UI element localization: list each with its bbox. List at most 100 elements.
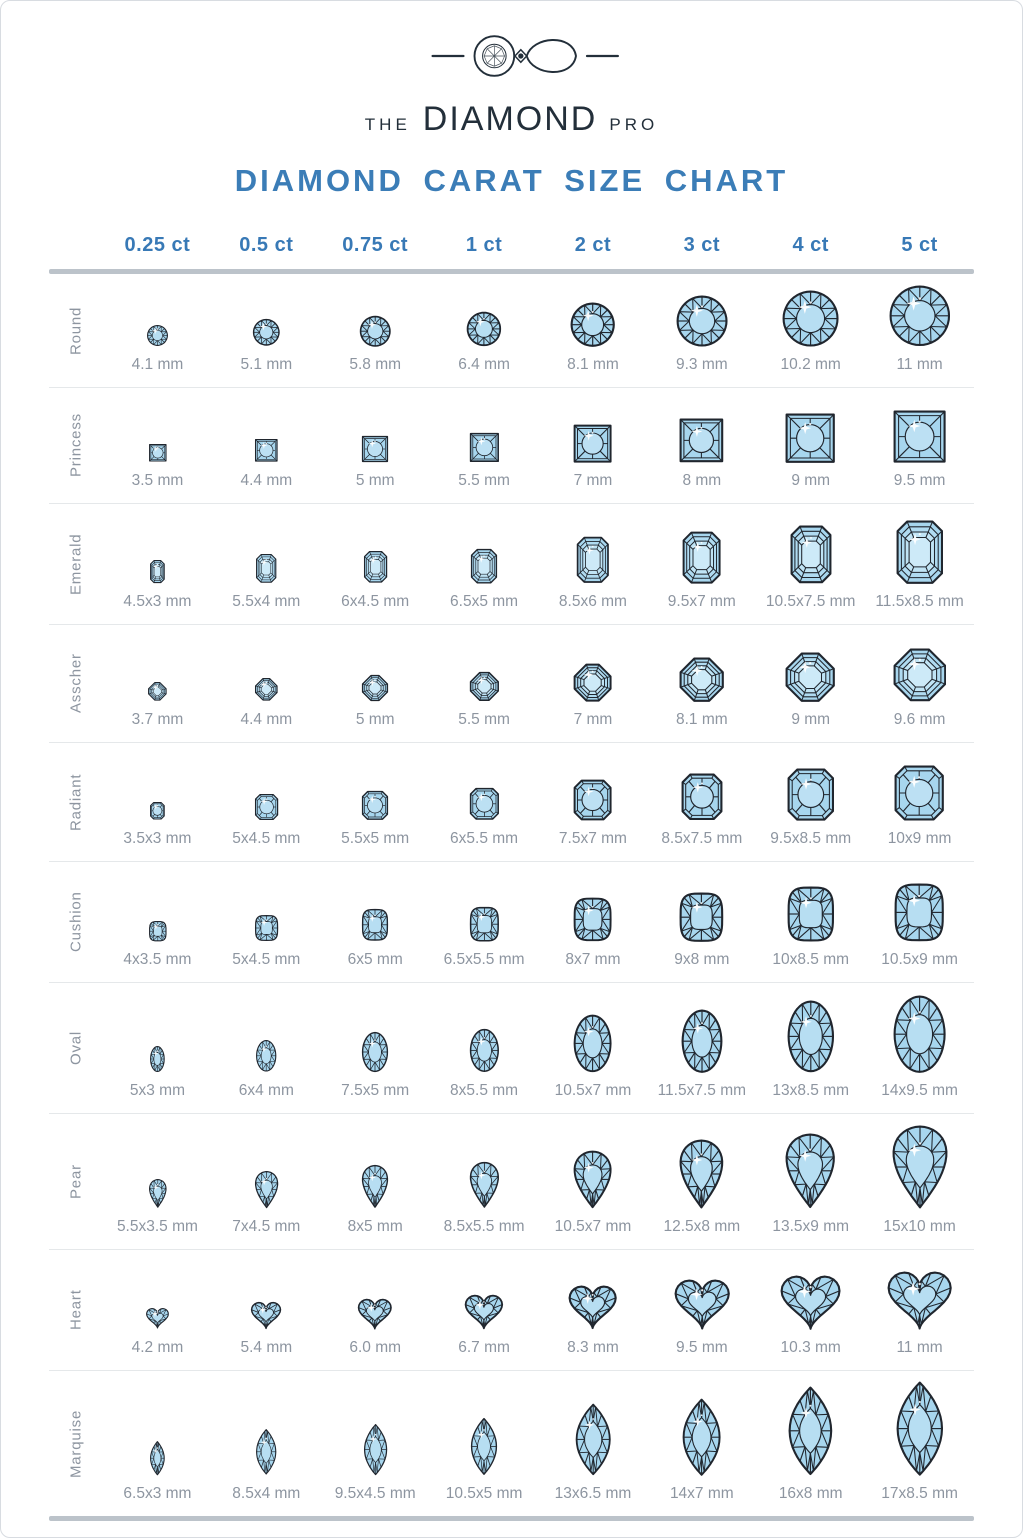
gem-cell: 7 mm [539,388,648,503]
size-label: 10.5x9 mm [881,951,958,968]
size-label: 8.1 mm [567,356,619,373]
size-label: 6.4 mm [458,356,510,373]
carat-header: 0.25 ct [124,234,191,256]
gem-cell: 4.2 mm [103,1250,212,1370]
princess-diamond-icon [362,435,389,463]
row-label-emerald: Emerald [67,533,85,595]
size-label: 8.5x6 mm [558,593,627,610]
marquise-diamond-icon [256,1429,277,1475]
table-row-pear: Pear 5.5x3.5 mm 7x4.5 mm 8x5 mm 8.5x5.5 mm 10… [49,1113,974,1249]
brand-text: THE DIAMOND PRO [1,100,1022,139]
emerald-diamond-icon [682,531,721,584]
table-row-marquise: Marquise 6.5x3 mm 8.5x4 mm 9.5x4.5 mm 10.5x5… [49,1370,974,1516]
brand-the: THE [364,115,411,134]
gem-cell: 8.1 mm [539,274,648,387]
size-label: 6.7 mm [458,1339,510,1356]
size-label: 7.5x5 mm [341,1082,410,1099]
logo-center-dot [517,53,523,59]
gem-cell: 6.0 mm [321,1250,430,1370]
size-label: 5 mm [355,711,395,728]
row-label-round: Round [67,306,85,355]
heart-diamond-icon [251,1301,282,1330]
oval-diamond-icon [787,1000,834,1073]
gem-cell: 3.5x3 mm [103,743,212,861]
round-diamond-icon [466,311,502,347]
heart-diamond-icon [780,1275,841,1330]
round-diamond-icon [570,302,616,347]
gem-cell: 6.5x5.5 mm [430,862,539,982]
pear-diamond-icon [148,1179,167,1208]
row-label-asscher: Asscher [67,653,85,714]
pear-diamond-icon [254,1170,278,1209]
gem-cell: 6.4 mm [430,274,539,387]
gem-cell: 15x10 mm [865,1114,974,1249]
radiant-diamond-icon [681,773,723,821]
size-label: 6x5 mm [347,951,403,968]
size-table: 0.25 ct 0.5 ct 0.75 ct 1 ct 2 ct 3 ct 4 ct 5 ct… [49,225,974,1521]
oval-diamond-icon [150,1046,165,1072]
size-label: 5x4.5 mm [232,830,301,847]
size-label: 5.5x4 mm [232,593,301,610]
size-label: 9.5 mm [893,472,946,489]
gem-cell: 7x4.5 mm [212,1114,321,1249]
size-label: 4.4 mm [240,472,293,489]
gem-cell: 6.5x3 mm [103,1371,212,1516]
diamond-pro-logo-icon [430,35,619,77]
size-label: 9.3 mm [675,356,728,373]
oval-diamond-icon [573,1014,612,1073]
gem-cell: 6.7 mm [430,1250,539,1370]
table-row-oval: Oval 5x3 mm 6x4 mm 7.5x5 mm 8x5.5 mm 10.5x7 m… [49,982,974,1113]
radiant-diamond-icon [362,791,389,821]
size-label: 7x4.5 mm [232,1218,301,1235]
gem-cell: 8x5.5 mm [430,983,539,1113]
gem-cell: 9.5x7 mm [647,504,756,624]
pear-diamond-icon [573,1150,612,1209]
size-label: 5.1 mm [240,356,293,373]
size-label: 6x5.5 mm [450,830,519,847]
size-label: 6.5x3 mm [123,1485,192,1502]
round-diamond-icon [359,315,391,347]
marquise-diamond-icon [150,1440,165,1475]
gem-cell: 3.5 mm [103,388,212,503]
carat-header-row: 0.25 ct 0.5 ct 0.75 ct 1 ct 2 ct 3 ct 4 ct 5 ct [49,225,974,257]
gem-cell: 11.5x8.5 mm [865,504,974,624]
oval-diamond-icon [256,1040,277,1072]
size-label: 11 mm [896,1339,943,1356]
gem-cell: 10.5x5 mm [430,1371,539,1516]
princess-diamond-icon [469,433,499,463]
cushion-diamond-icon [469,906,499,942]
size-label: 8.5x5.5 mm [443,1218,525,1235]
gem-cell: 5.5x5 mm [321,743,430,861]
size-label: 5.8 mm [349,356,402,373]
gem-cell: 10.2 mm [756,274,865,387]
radiant-diamond-icon [894,765,945,821]
asscher-diamond-icon [254,678,278,702]
gem-cell: 9.5x4.5 mm [321,1371,430,1516]
asscher-diamond-icon [893,648,946,702]
asscher-diamond-icon [469,672,499,702]
gem-cell: 5.5x4 mm [212,504,321,624]
heart-diamond-icon [146,1308,169,1329]
size-label: 9x8 mm [674,951,730,968]
pear-diamond-icon [679,1139,724,1209]
size-label: 12.5x8 mm [663,1218,741,1235]
size-label: 17x8.5 mm [881,1485,958,1502]
size-label: 4.2 mm [131,1339,184,1356]
size-label: 10.5x7 mm [554,1082,632,1099]
pear-diamond-icon [786,1133,836,1209]
radiant-diamond-icon [787,768,834,821]
gem-cell: 13x6.5 mm [539,1371,648,1516]
heart-diamond-icon [358,1298,393,1330]
round-diamond-icon [252,319,280,347]
brand-pro: PRO [609,115,659,134]
gem-cell: 6x5 mm [321,862,430,982]
size-label: 8.5x7.5 mm [661,830,743,847]
marquise-diamond-icon [682,1398,721,1476]
carat-header: 3 ct [683,234,721,256]
asscher-diamond-icon [362,674,389,702]
size-label: 7.5x7 mm [558,830,627,847]
gem-cell: 8.3 mm [539,1250,648,1370]
size-label: 6x4 mm [238,1082,294,1099]
brand-name: DIAMOND [422,100,598,138]
